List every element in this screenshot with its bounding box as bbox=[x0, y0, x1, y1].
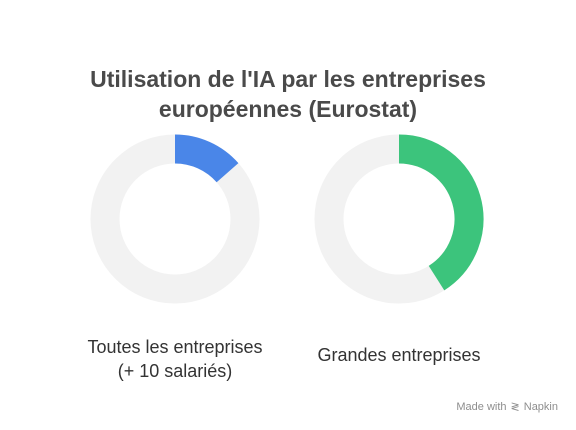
chart-title: Utilisation de l'IA par les entreprises … bbox=[0, 64, 576, 124]
donut-slice-all-enterprises bbox=[174, 134, 239, 183]
napkin-brand-text: Napkin bbox=[523, 400, 558, 413]
footer-watermark: Made with ≷ Napkin bbox=[456, 400, 558, 414]
chart-title-line-2: européennes (Eurostat) bbox=[158, 96, 418, 122]
donut-large-enterprises-svg bbox=[314, 134, 484, 304]
label-all-enterprises-line-1: Toutes les entreprises bbox=[87, 337, 263, 357]
donut-slice-large-enterprises bbox=[398, 134, 484, 291]
chart-title-line-1: Utilisation de l'IA par les entreprises bbox=[90, 66, 486, 92]
made-with-text: Made with bbox=[456, 400, 507, 413]
label-all-enterprises-line-2: (+ 10 salariés) bbox=[117, 361, 233, 381]
label-large-enterprises-line-1: Grandes entreprises bbox=[317, 345, 481, 365]
donut-all-enterprises-svg bbox=[90, 134, 260, 304]
label-all-enterprises: Toutes les entreprises (+ 10 salariés) bbox=[50, 335, 300, 383]
donut-all-enterprises bbox=[90, 134, 260, 304]
donut-large-enterprises bbox=[314, 134, 484, 304]
napkin-logo-icon: ≷ bbox=[510, 401, 520, 413]
label-large-enterprises: Grandes entreprises bbox=[274, 343, 524, 367]
